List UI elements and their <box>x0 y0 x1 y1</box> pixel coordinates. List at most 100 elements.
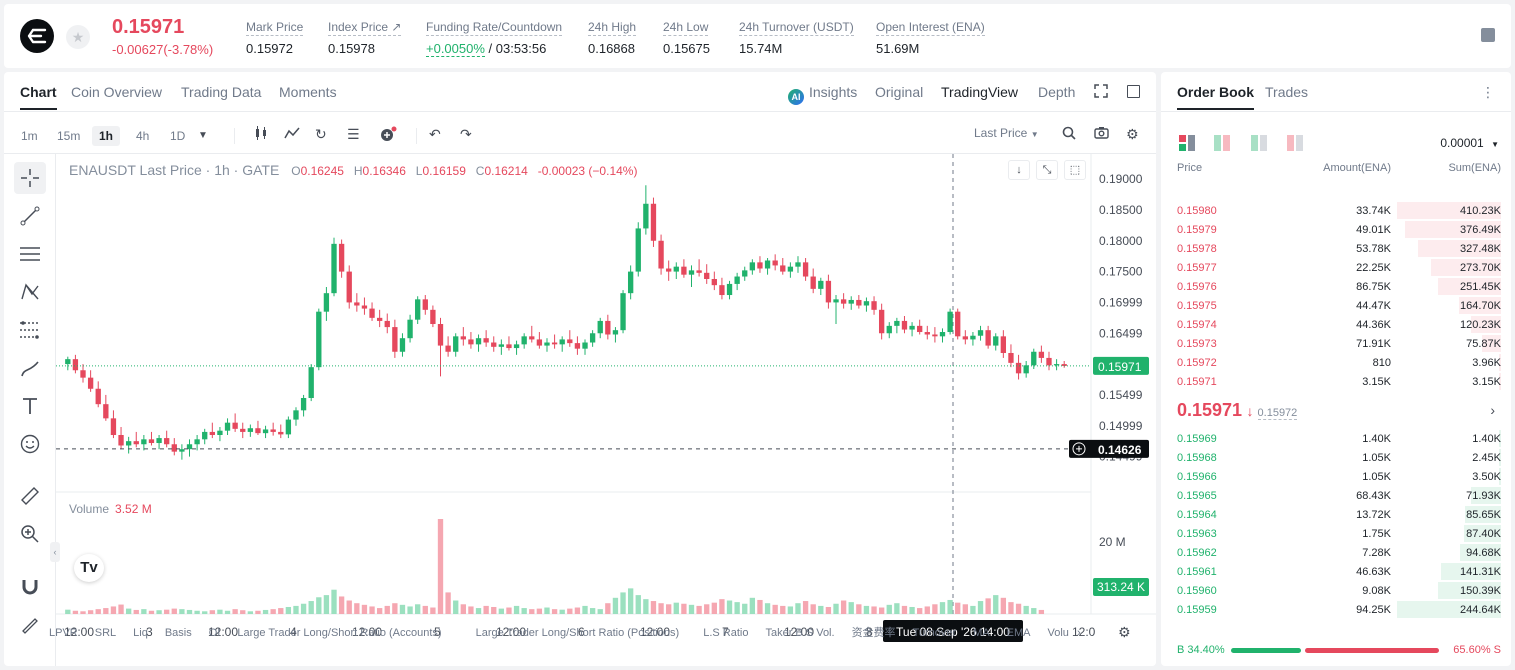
collapse-tools-icon[interactable]: ‹ <box>50 542 60 562</box>
camera-icon[interactable] <box>1094 126 1109 142</box>
minimize-pane-icon[interactable]: ⤡ <box>1036 160 1058 180</box>
bid-amount: 1.75K <box>1362 528 1391 540</box>
bid-row[interactable]: 0.15962 7.28K 94.68K <box>1161 543 1511 562</box>
stat-mark-price[interactable]: Mark Price 0.15972 <box>246 18 304 56</box>
trendline-tool-icon[interactable] <box>14 200 46 232</box>
settings-gear-icon[interactable]: ⚙ <box>1126 126 1139 142</box>
indicator-scroll-right-icon[interactable]: › <box>1076 627 1081 639</box>
dropdown-caret-icon: ▼ <box>1030 130 1039 139</box>
indicator-taker-bs-vol[interactable]: Taker B.S Vol. <box>765 627 835 639</box>
ruler-tool-icon[interactable] <box>14 480 46 512</box>
ask-row[interactable]: 0.15980 33.74K 410.23K <box>1161 201 1511 220</box>
bid-row[interactable]: 0.15963 1.75K 87.40K <box>1161 524 1511 543</box>
emoji-tool-icon[interactable] <box>14 428 46 460</box>
indicator-ema[interactable]: EMA <box>1006 627 1031 639</box>
interval-4h[interactable]: 4h <box>136 129 150 143</box>
text-tool-icon[interactable] <box>14 390 46 422</box>
crosshair-tool-icon[interactable] <box>14 162 46 194</box>
tradingview-logo-icon[interactable]: Tv <box>74 554 104 582</box>
bid-row[interactable]: 0.15969 1.40K 1.40K <box>1161 429 1511 448</box>
stat-index-price[interactable]: Index Price ↗ 0.15978 <box>328 18 402 56</box>
interval-1d[interactable]: 1D <box>170 129 186 143</box>
interval-dropdown-icon[interactable]: ▼ <box>198 130 208 141</box>
book-mode-bids-icon[interactable] <box>1214 135 1230 151</box>
book-mode-sell-icon[interactable] <box>1287 135 1303 151</box>
candle-type-icon[interactable] <box>254 126 270 143</box>
horizontal-lines-tool-icon[interactable] <box>14 238 46 270</box>
tab-chart[interactable]: Chart <box>20 84 57 110</box>
fib-tool-icon[interactable] <box>14 314 46 346</box>
brush-tool-icon[interactable] <box>14 352 46 384</box>
book-mode-both-icon[interactable] <box>1179 135 1195 151</box>
ask-row[interactable]: 0.15976 86.75K 251.45K <box>1161 277 1511 296</box>
indicator-oi[interactable]: OI <box>208 627 221 639</box>
bid-row[interactable]: 0.15959 94.25K 244.64K <box>1161 600 1511 619</box>
indicator-funding-rate[interactable]: 资金费率 <box>851 627 896 639</box>
collapse-down-icon[interactable]: ↓ <box>1008 160 1030 180</box>
search-icon[interactable] <box>1062 126 1076 143</box>
ask-row[interactable]: 0.15972 810 3.96K <box>1161 353 1511 372</box>
templates-icon[interactable]: ☰ <box>347 126 360 142</box>
bid-price: 0.15969 <box>1177 433 1217 445</box>
bid-row[interactable]: 0.15968 1.05K 2.45K <box>1161 448 1511 467</box>
lock-drawing-icon[interactable] <box>14 608 46 640</box>
bid-row[interactable]: 0.15961 46.63K 141.31K <box>1161 562 1511 581</box>
ask-row[interactable]: 0.15971 3.15K 3.15K <box>1161 372 1511 391</box>
bid-row[interactable]: 0.15966 1.05K 3.50K <box>1161 467 1511 486</box>
indicator-lpvr[interactable]: LPVR <box>49 627 78 639</box>
indicator-volume[interactable]: Volu <box>1047 627 1069 639</box>
indicators-icon[interactable] <box>284 126 300 143</box>
bid-row[interactable]: 0.15960 9.08K 150.39K <box>1161 581 1511 600</box>
tab-trades[interactable]: Trades <box>1265 84 1309 100</box>
indicator-large-trader-accounts[interactable]: Large Trader Long/Short Ratio (Accounts) <box>237 627 442 639</box>
view-original[interactable]: Original <box>875 84 924 100</box>
ask-row[interactable]: 0.15975 44.47K 164.70K <box>1161 296 1511 315</box>
tab-order-book[interactable]: Order Book <box>1177 84 1255 110</box>
indicator-liq[interactable]: Liq <box>133 627 148 639</box>
precision-select[interactable]: 0.00001 ▼ <box>1440 136 1499 150</box>
stat-funding-rate[interactable]: Funding Rate/Countdown +0.0050% / 03:53:5… <box>426 18 563 57</box>
ask-row[interactable]: 0.15974 44.36K 120.23K <box>1161 315 1511 334</box>
view-depth[interactable]: Depth <box>1038 84 1076 100</box>
candlestick-chart[interactable]: 0.19000 0.18500 0.18000 0.17500 0.16999 0.164… <box>56 154 1156 666</box>
interval-1h[interactable]: 1h <box>92 126 121 146</box>
indicator-ma[interactable]: MA <box>973 627 990 639</box>
indicator-basis[interactable]: Basis <box>164 627 192 639</box>
axis-settings-icon[interactable]: ⚙ <box>1118 625 1131 641</box>
maximize-pane-icon[interactable]: ⬚ <box>1064 160 1086 180</box>
ask-row[interactable]: 0.15978 53.78K 327.48K <box>1161 239 1511 258</box>
chevron-right-icon[interactable]: › <box>1490 402 1495 418</box>
redo-icon[interactable]: ↷ <box>460 126 472 142</box>
add-alert-icon[interactable] <box>379 126 397 145</box>
book-mode-asks-icon[interactable] <box>1251 135 1267 151</box>
interval-15m[interactable]: 15m <box>57 129 81 143</box>
tab-moments[interactable]: Moments <box>279 84 337 100</box>
ask-row[interactable]: 0.15979 49.01K 376.49K <box>1161 220 1511 239</box>
ask-row[interactable]: 0.15977 22.25K 273.70K <box>1161 258 1511 277</box>
zoom-in-tool-icon[interactable] <box>14 518 46 550</box>
view-tradingview[interactable]: TradingView <box>941 84 1019 100</box>
indicator-turnover[interactable]: Turnover <box>912 627 957 639</box>
expand-icon[interactable] <box>1094 84 1108 103</box>
fullscreen-icon[interactable] <box>1127 85 1140 98</box>
replay-icon[interactable]: ↻ <box>315 126 327 142</box>
magnet-tool-icon[interactable] <box>14 570 46 602</box>
volume-bar <box>962 604 968 614</box>
indicator-large-trader-positions[interactable]: Large Trader Long/Short Ratio (Positions… <box>475 627 680 639</box>
price-type-dropdown[interactable]: Last Price ▼ <box>974 126 1039 140</box>
insights-button[interactable]: AI Insights <box>788 84 857 105</box>
tab-trading-data[interactable]: Trading Data <box>181 84 262 100</box>
undo-icon[interactable]: ↶ <box>429 126 441 142</box>
favorite-star-icon[interactable]: ★ <box>66 25 90 49</box>
bid-row[interactable]: 0.15964 13.72K 85.65K <box>1161 505 1511 524</box>
indicator-srl[interactable]: SRL <box>94 627 117 639</box>
book-icon[interactable] <box>1481 28 1495 42</box>
bid-row[interactable]: 0.15965 68.43K 71.93K <box>1161 486 1511 505</box>
candle <box>536 332 543 349</box>
indicator-ls-ratio[interactable]: L.S Ratio <box>703 627 749 639</box>
tab-coin-overview[interactable]: Coin Overview <box>71 84 163 100</box>
interval-1m[interactable]: 1m <box>21 129 38 143</box>
pattern-tool-icon[interactable] <box>14 276 46 308</box>
more-options-icon[interactable]: ⋮ <box>1481 84 1495 100</box>
ask-row[interactable]: 0.15973 71.91K 75.87K <box>1161 334 1511 353</box>
